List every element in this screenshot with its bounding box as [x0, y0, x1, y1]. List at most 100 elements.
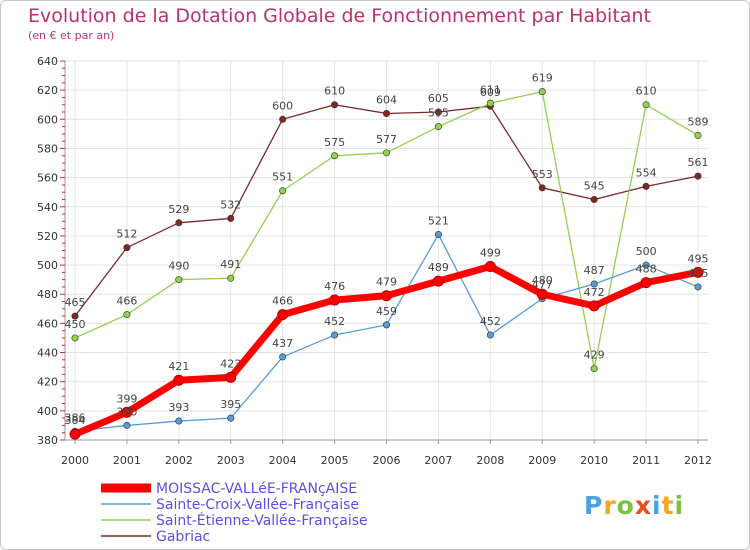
data-label-3: 605	[428, 92, 449, 105]
x-tick-label: 2001	[113, 454, 141, 467]
data-label-3: 532	[220, 198, 241, 211]
data-point-1	[279, 353, 287, 361]
y-tick-label: 540	[37, 201, 58, 214]
data-point-0	[329, 294, 341, 306]
data-point-3	[382, 109, 390, 117]
data-label-2: 577	[376, 133, 397, 146]
data-point-2	[382, 149, 390, 157]
data-label-0: 472	[584, 286, 605, 299]
data-point-0	[277, 309, 289, 321]
data-point-2	[175, 276, 183, 284]
data-label-1: 437	[272, 337, 293, 350]
y-tick-label: 460	[37, 317, 58, 330]
proxiti-logo: Proxiti	[584, 491, 684, 520]
data-point-2	[227, 274, 235, 282]
data-point-0	[121, 406, 133, 418]
data-point-3	[227, 214, 235, 222]
x-tick-label: 2009	[528, 454, 556, 467]
data-point-0	[640, 277, 652, 289]
data-label-0: 499	[480, 247, 501, 260]
data-label-0: 488	[636, 263, 657, 276]
data-point-1	[486, 331, 494, 339]
data-label-3: 604	[376, 93, 397, 106]
logo-letter: o	[616, 491, 635, 520]
data-point-1	[227, 414, 235, 422]
data-point-3	[434, 108, 442, 116]
data-label-0: 476	[324, 280, 345, 293]
logo-letter: i	[652, 491, 662, 520]
data-label-3: 512	[116, 228, 137, 241]
legend-label-3: Gabriac	[156, 529, 210, 545]
y-tick-label: 500	[37, 259, 58, 272]
logo-letter: i	[674, 491, 685, 520]
data-point-2	[538, 88, 546, 96]
data-point-1	[123, 421, 131, 429]
data-label-2: 551	[272, 171, 293, 184]
data-label-0: 423	[220, 357, 241, 370]
x-tick-label: 2008	[476, 454, 504, 467]
data-label-3: 561	[688, 156, 709, 169]
data-point-3	[175, 219, 183, 227]
data-label-3: 600	[272, 99, 293, 112]
x-tick-label: 2004	[269, 454, 297, 467]
y-tick-label: 440	[37, 347, 58, 360]
logo-letter: x	[634, 491, 652, 520]
data-label-0: 495	[688, 252, 709, 265]
data-label-1: 500	[636, 245, 657, 258]
data-label-3: 609	[480, 86, 501, 99]
data-point-3	[331, 101, 339, 109]
data-point-1	[331, 331, 339, 339]
legend-label-1: Sainte-Croix-Vallée-Française	[156, 497, 359, 513]
data-label-1: 487	[584, 264, 605, 277]
data-point-2	[279, 187, 287, 195]
data-label-2: 429	[584, 349, 605, 362]
data-point-2	[331, 152, 339, 160]
data-point-0	[225, 371, 237, 383]
data-point-3	[71, 312, 79, 320]
y-tick-label: 520	[37, 230, 58, 243]
logo-letter: t	[661, 491, 675, 520]
data-point-0	[692, 266, 704, 278]
data-point-1	[590, 280, 598, 288]
data-label-3: 545	[584, 179, 605, 192]
data-point-0	[173, 374, 185, 386]
data-label-1: 477	[532, 279, 553, 292]
data-point-3	[279, 115, 287, 123]
data-label-0: 421	[168, 360, 189, 373]
data-point-0	[69, 428, 81, 440]
data-label-1: 395	[220, 398, 241, 411]
data-label-2: 595	[428, 107, 449, 120]
data-label-1: 390	[116, 405, 137, 418]
data-label-3: 529	[168, 203, 189, 216]
data-label-3: 553	[532, 168, 553, 181]
data-label-1: 459	[376, 305, 397, 318]
x-tick-label: 2010	[580, 454, 608, 467]
data-point-1	[175, 417, 183, 425]
data-label-1: 393	[168, 401, 189, 414]
data-label-0: 399	[116, 392, 137, 405]
y-tick-label: 600	[37, 113, 58, 126]
data-label-3: 610	[324, 85, 345, 98]
data-label-1: 485	[688, 267, 709, 280]
data-label-0: 480	[532, 274, 553, 287]
data-label-0: 479	[376, 276, 397, 289]
y-tick-label: 640	[37, 55, 58, 68]
data-point-0	[381, 290, 392, 302]
data-point-1	[694, 283, 702, 291]
data-point-2	[642, 101, 650, 109]
data-label-1: 452	[480, 315, 501, 328]
data-point-2	[434, 123, 442, 131]
y-tick-label: 380	[37, 434, 58, 447]
data-label-2: 619	[532, 72, 553, 85]
data-point-0	[588, 300, 600, 312]
data-point-0	[536, 288, 548, 300]
data-point-3	[538, 184, 546, 192]
y-tick-label: 560	[37, 172, 58, 185]
data-label-2: 589	[688, 115, 709, 128]
data-label-2: 466	[116, 295, 137, 308]
y-tick-label: 420	[37, 376, 58, 389]
y-tick-label: 480	[37, 288, 58, 301]
data-label-1: 521	[428, 214, 449, 227]
